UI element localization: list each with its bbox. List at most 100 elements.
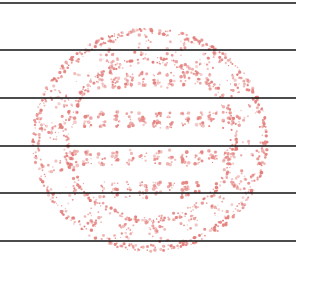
- stamp-speck: [87, 214, 89, 216]
- stamp-speck: [105, 205, 108, 208]
- stamp-speck: [103, 195, 106, 198]
- stamp-speck: [232, 215, 233, 216]
- stamp-speck: [156, 119, 159, 122]
- stamp-speck: [89, 116, 93, 120]
- stamp-speck: [104, 181, 105, 182]
- stamp-speck: [215, 182, 218, 185]
- stamp-speck: [86, 84, 89, 87]
- stamp-speck: [212, 46, 215, 49]
- stamp-speck: [101, 162, 103, 164]
- stamp-speck: [68, 65, 70, 67]
- stamp-speck: [168, 218, 171, 221]
- stamp-speck: [144, 221, 147, 224]
- stamp-speck: [246, 88, 249, 91]
- stamp-speck: [138, 42, 141, 45]
- stamp-speck: [162, 245, 165, 248]
- stamp-speck: [223, 154, 225, 156]
- stamp-speck: [65, 160, 68, 163]
- stamp-speck: [144, 34, 146, 36]
- stamp-speck: [89, 72, 90, 73]
- stamp-speck: [70, 104, 73, 107]
- stamp-speck: [124, 86, 126, 88]
- stamp-speck: [193, 43, 194, 44]
- stamp-speck: [126, 73, 128, 75]
- stamp-speck: [144, 160, 146, 162]
- stamp-speck: [86, 150, 90, 154]
- stamp-speck: [144, 121, 147, 124]
- stamp-speck: [166, 52, 169, 55]
- stamp-speck: [83, 120, 86, 123]
- stamp-speck: [63, 135, 65, 137]
- stamp-speck: [40, 175, 42, 177]
- stamp-speck: [165, 34, 166, 35]
- stamp-speck: [69, 151, 71, 153]
- stamp-speck: [253, 189, 255, 191]
- stamp-speck: [82, 160, 85, 163]
- stamp-speck: [201, 124, 205, 128]
- stamp-speck: [176, 66, 178, 68]
- stamp-speck: [163, 58, 165, 60]
- stamp-speck: [195, 65, 198, 68]
- stamp-speck: [160, 237, 163, 240]
- stamp-speck: [218, 61, 220, 63]
- stamp-speck: [101, 78, 104, 81]
- stamp-speck: [97, 152, 101, 156]
- stamp-speck: [231, 115, 232, 116]
- stamp-speck: [172, 184, 174, 186]
- stamp-speck: [227, 156, 230, 159]
- stamp-speck: [180, 41, 182, 43]
- stamp-speck: [65, 158, 67, 160]
- stamp-speck: [255, 112, 257, 114]
- stamp-speck: [166, 35, 168, 37]
- stamp-speck: [99, 202, 101, 204]
- stamp-speck: [171, 54, 174, 57]
- stamp-speck: [85, 158, 88, 161]
- stamp-speck: [64, 61, 67, 64]
- stamp-speck: [199, 59, 200, 60]
- stamp-speck: [42, 169, 44, 171]
- stamp-speck: [125, 112, 128, 115]
- stamp-speck: [63, 121, 64, 122]
- stamp-speck: [73, 112, 74, 113]
- stamp-speck: [224, 157, 226, 159]
- stamp-speck: [134, 51, 137, 54]
- stamp-speck: [71, 116, 73, 118]
- stamp-speck: [141, 119, 144, 122]
- stamp-speck: [201, 201, 204, 204]
- stamp-speck: [132, 73, 134, 75]
- stamp-speck: [187, 185, 189, 187]
- stamp-speck: [126, 181, 128, 183]
- stamp-speck: [132, 122, 134, 124]
- stamp-speck: [39, 177, 41, 179]
- stamp-speck: [200, 111, 203, 114]
- stamp-speck: [97, 216, 100, 219]
- stamp-speck: [243, 205, 245, 207]
- stamp-speck: [47, 164, 50, 167]
- stamp-speck: [97, 202, 99, 204]
- stamp-speck: [49, 137, 51, 139]
- stamp-speck: [71, 157, 74, 160]
- stamp-speck: [253, 180, 255, 182]
- stamp-speck: [201, 159, 204, 162]
- stamp-speck: [130, 232, 131, 233]
- stamp-speck: [231, 120, 234, 123]
- stamp-speck: [233, 156, 236, 159]
- stamp-speck: [158, 162, 161, 165]
- stamp-speck: [61, 205, 62, 206]
- stamp-speck: [148, 218, 151, 221]
- stamp-speck: [76, 150, 79, 153]
- stamp-speck: [247, 84, 249, 86]
- stamp-speck: [169, 183, 172, 186]
- stamp-speck: [218, 196, 221, 199]
- stamp-speck: [229, 111, 232, 114]
- stamp-speck: [221, 94, 223, 96]
- stamp-speck: [179, 241, 182, 244]
- stamp-speck: [136, 221, 138, 223]
- stamp-speck: [211, 157, 213, 159]
- stamp-speck: [87, 88, 89, 90]
- stamp-speck: [65, 152, 67, 154]
- stamp-speck: [264, 156, 267, 159]
- stamp-speck: [207, 149, 211, 153]
- stamp-speck: [230, 139, 232, 141]
- stamp-speck: [265, 134, 268, 137]
